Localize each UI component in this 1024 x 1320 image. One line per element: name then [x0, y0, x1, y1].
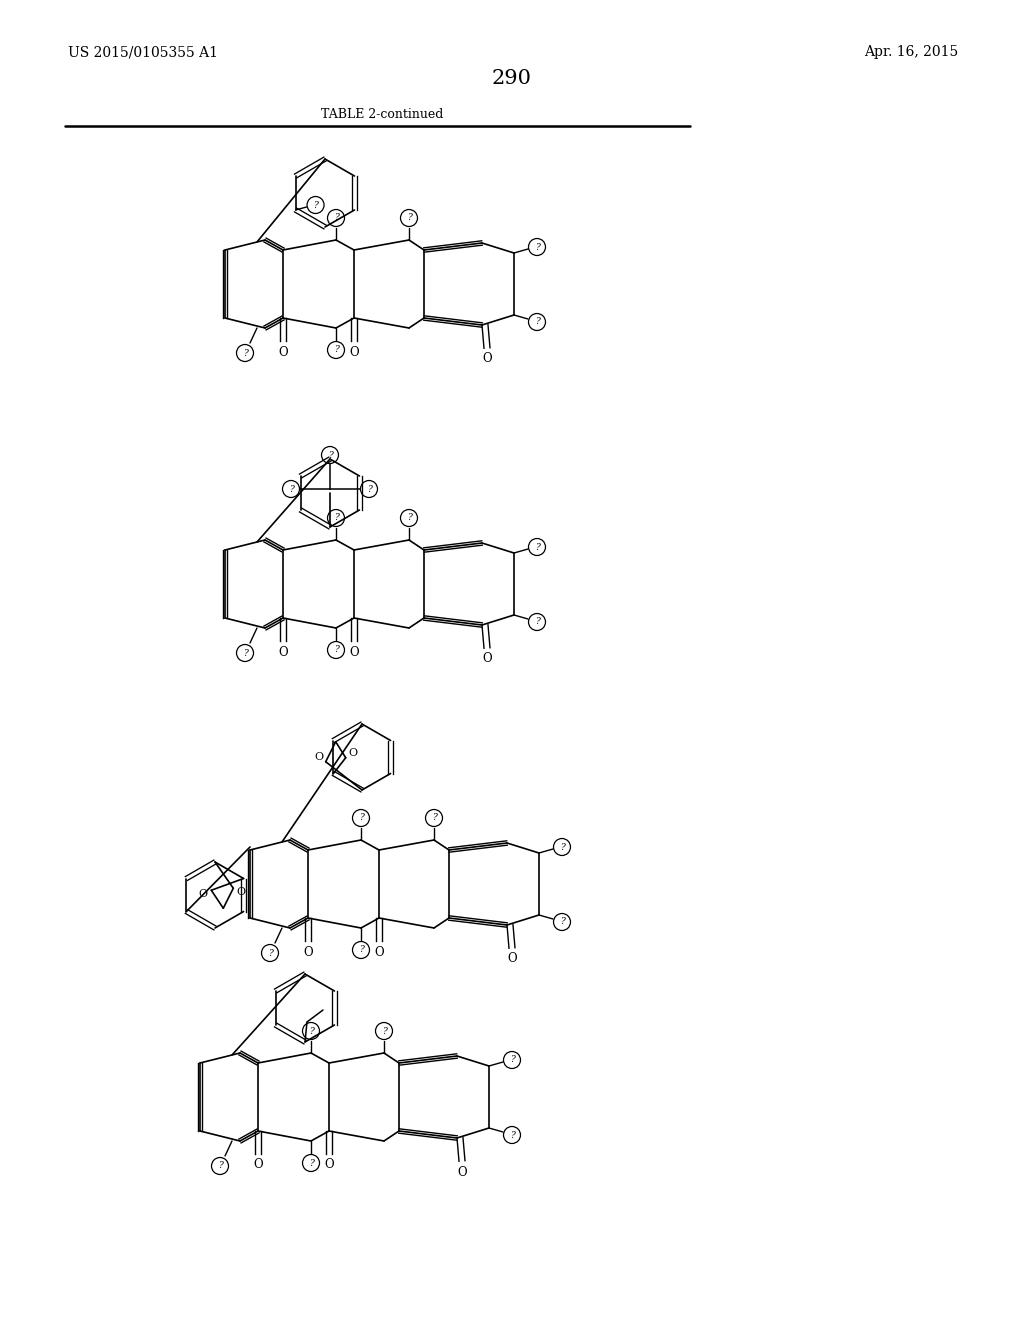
- Text: O: O: [303, 945, 312, 958]
- Text: O: O: [314, 752, 324, 762]
- Text: ?: ?: [535, 543, 540, 552]
- Text: 290: 290: [492, 69, 532, 87]
- Text: ?: ?: [358, 945, 364, 954]
- Text: O: O: [507, 953, 517, 965]
- Text: O: O: [349, 346, 358, 359]
- Text: Apr. 16, 2015: Apr. 16, 2015: [864, 45, 958, 59]
- Text: ?: ?: [535, 618, 540, 627]
- Text: ?: ?: [535, 243, 540, 252]
- Text: O: O: [279, 645, 288, 659]
- Text: O: O: [482, 352, 492, 366]
- Text: ?: ?: [243, 348, 248, 358]
- Text: O: O: [374, 945, 384, 958]
- Text: ?: ?: [313, 201, 318, 210]
- Text: ?: ?: [334, 214, 339, 223]
- Text: ?: ?: [407, 214, 412, 223]
- Text: ?: ?: [243, 648, 248, 657]
- Text: ?: ?: [267, 949, 272, 957]
- Text: ?: ?: [334, 645, 339, 655]
- Text: O: O: [349, 645, 358, 659]
- Text: O: O: [253, 1159, 263, 1172]
- Text: ?: ?: [334, 513, 339, 523]
- Text: ?: ?: [308, 1159, 313, 1167]
- Text: ?: ?: [217, 1162, 222, 1171]
- Text: ?: ?: [535, 318, 540, 326]
- Text: O: O: [348, 747, 357, 758]
- Text: ?: ?: [328, 450, 333, 459]
- Text: TABLE 2-continued: TABLE 2-continued: [321, 108, 443, 121]
- Text: O: O: [325, 1159, 334, 1172]
- Text: ?: ?: [334, 346, 339, 355]
- Text: ?: ?: [510, 1056, 514, 1064]
- Text: ?: ?: [407, 513, 412, 523]
- Text: ?: ?: [559, 842, 564, 851]
- Text: ?: ?: [559, 917, 564, 927]
- Text: O: O: [237, 887, 246, 898]
- Text: O: O: [279, 346, 288, 359]
- Text: ?: ?: [289, 484, 294, 494]
- Text: ?: ?: [382, 1027, 386, 1035]
- Text: ?: ?: [431, 813, 436, 822]
- Text: US 2015/0105355 A1: US 2015/0105355 A1: [68, 45, 218, 59]
- Text: ?: ?: [367, 484, 372, 494]
- Text: O: O: [482, 652, 492, 665]
- Text: ?: ?: [308, 1027, 313, 1035]
- Text: O: O: [457, 1166, 467, 1179]
- Text: ?: ?: [358, 813, 364, 822]
- Text: ?: ?: [510, 1130, 514, 1139]
- Text: O: O: [199, 890, 208, 899]
